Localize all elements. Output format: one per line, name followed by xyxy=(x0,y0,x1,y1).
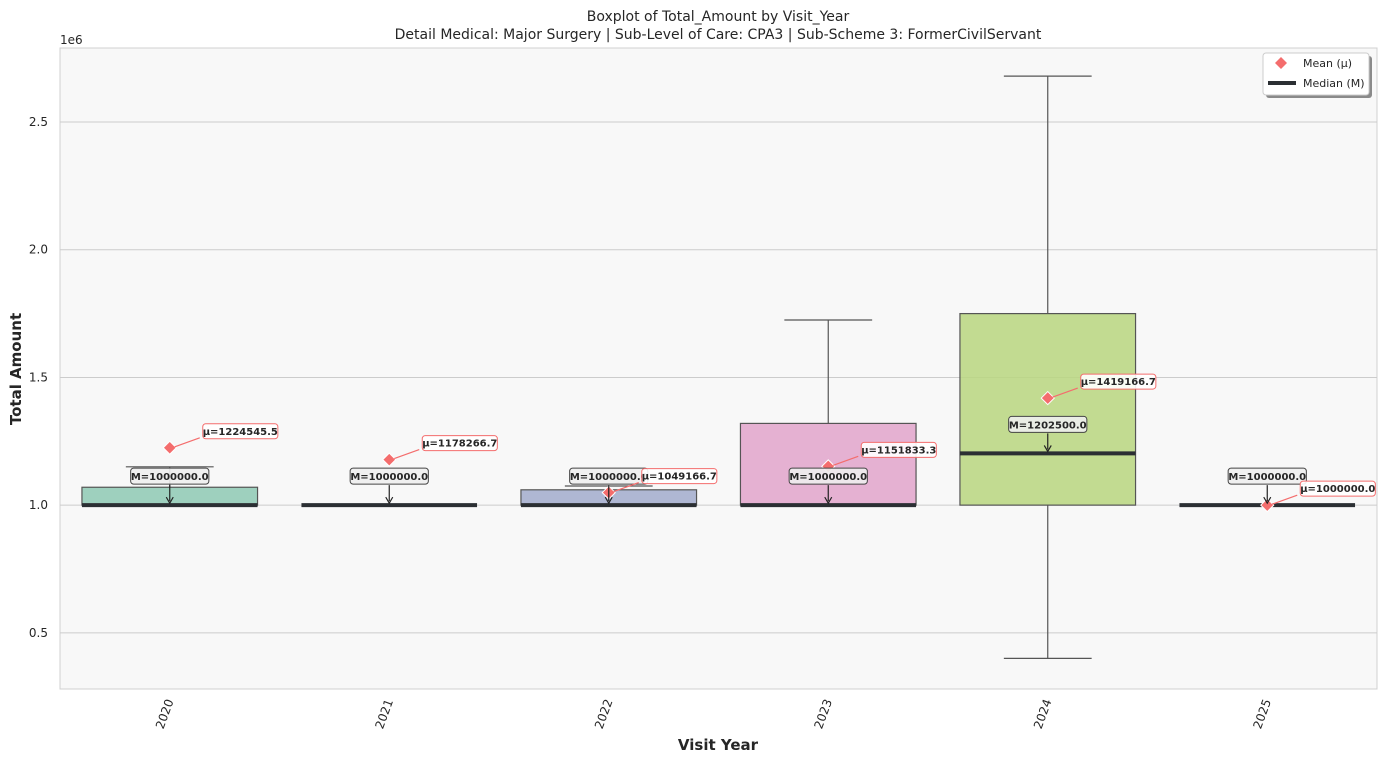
y-tick-label: 0.5 xyxy=(29,626,48,640)
mean-label: μ=1151833.3 xyxy=(861,445,936,456)
mean-arrow xyxy=(1052,387,1078,398)
box-iqr xyxy=(959,312,1137,506)
median-label: M=1202500.0 xyxy=(1009,420,1087,431)
box-2021 xyxy=(301,452,478,508)
y-tick-label: 1.5 xyxy=(29,370,48,384)
legend: Mean (μ) Median (M) xyxy=(1262,52,1372,98)
mean-marker xyxy=(162,440,177,455)
mean-marker xyxy=(382,452,397,467)
median-label-box xyxy=(349,467,429,485)
x-tick-label: 2021 xyxy=(372,697,396,730)
mean-label-box xyxy=(1080,373,1157,390)
median-label-box xyxy=(788,467,868,485)
mean-arrow xyxy=(1272,494,1298,505)
grid-lines xyxy=(60,121,1377,634)
y-tick-label: 2.0 xyxy=(29,243,48,257)
median-label: M=1000000.0 xyxy=(789,472,867,483)
box-2023 xyxy=(739,319,917,508)
legend-mean-label: Mean (μ) xyxy=(1303,57,1352,70)
median-arrowhead xyxy=(165,496,174,505)
median-label: M=1000000.0 xyxy=(350,472,428,483)
box-2025 xyxy=(1179,497,1356,513)
mean-label: μ=1178266.7 xyxy=(422,439,497,450)
mean-marker xyxy=(1260,497,1275,513)
chart-subtitle: Detail Medical: Major Surgery | Sub-Leve… xyxy=(395,27,1042,43)
mean-label-box xyxy=(421,435,498,452)
mean-label: μ=1000000.0 xyxy=(1300,484,1375,495)
median-arrowhead xyxy=(385,496,394,505)
mean-arrow xyxy=(833,455,859,466)
mean-arrow xyxy=(613,482,639,493)
mean-label: μ=1419166.7 xyxy=(1081,377,1156,388)
x-tick-label: 2025 xyxy=(1250,697,1274,730)
legend-median-label: Median (M) xyxy=(1303,77,1365,90)
mean-label: μ=1049166.7 xyxy=(642,472,717,483)
mean-arrow xyxy=(394,449,420,460)
mean-label-box xyxy=(1299,480,1376,497)
legend-mean-marker xyxy=(1275,57,1287,69)
median-label-box xyxy=(1227,467,1307,485)
median-arrowhead xyxy=(604,496,613,505)
y-tick-label: 2.5 xyxy=(29,115,48,129)
chart-title: Boxplot of Total_Amount by Visit_Year xyxy=(587,9,850,25)
median-label: M=1000000.0 xyxy=(570,472,648,483)
y-tick-label: 1.0 xyxy=(29,498,48,512)
boxes-layer xyxy=(81,75,1356,659)
mean-marker xyxy=(1040,390,1055,406)
median-arrowhead xyxy=(824,496,833,505)
median-label: M=1000000.0 xyxy=(131,472,209,483)
mean-label-box xyxy=(641,468,718,485)
median-arrowhead xyxy=(1263,496,1272,505)
mean-label: μ=1224545.5 xyxy=(203,427,278,438)
median-label: M=1000000.0 xyxy=(1228,472,1306,483)
mean-label-box xyxy=(860,441,937,458)
mean-label-box xyxy=(202,423,279,440)
median-arrowhead xyxy=(1043,445,1052,453)
median-label-box xyxy=(1008,415,1088,433)
x-tick-label: 2023 xyxy=(811,697,835,730)
x-tick-label: 2024 xyxy=(1031,697,1055,730)
y-offset-label: 1e6 xyxy=(60,33,83,47)
box-2024 xyxy=(959,75,1137,659)
annotations-layer: M=1000000.0 μ=1224545.5 M=1000000.0 μ=11782… xyxy=(130,373,1376,505)
x-tick-label: 2020 xyxy=(153,697,177,730)
median-label-box xyxy=(130,467,210,485)
x-tick-label: 2022 xyxy=(592,697,616,730)
plot-area xyxy=(59,47,1378,690)
mean-arrow xyxy=(174,437,200,448)
x-axis-label: Visit Year xyxy=(678,736,759,754)
y-axis-label: Total Amount xyxy=(7,313,25,425)
